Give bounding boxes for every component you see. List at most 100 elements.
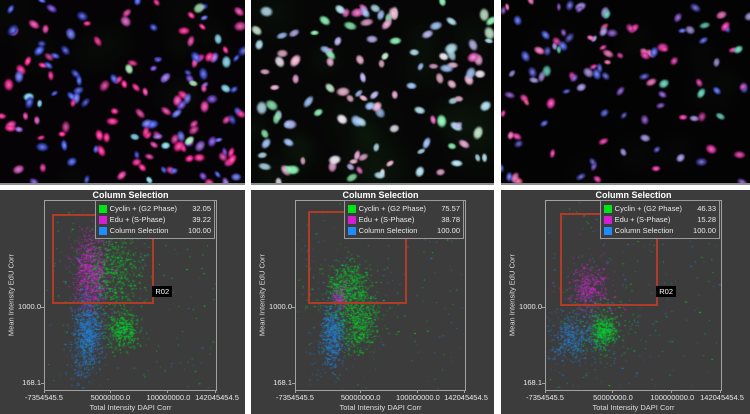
x-axis-ticks: -7354545.5 50000000.0 100000000.0 142045…: [526, 393, 744, 403]
x-tick-mark: [612, 390, 614, 393]
legend-swatch-icon: [603, 204, 612, 213]
gate-label: R02: [152, 285, 173, 297]
y-tick-mark: [542, 306, 545, 308]
cell-field-canvas: [501, 0, 750, 183]
y-axis-label: Mean Intensity EdU Corr: [507, 253, 517, 337]
y-tick-label: 1000.0: [18, 301, 41, 311]
x-tick-label: -7354545.5: [526, 393, 564, 402]
legend-item[interactable]: Cyclin + (G2 Phase) 32.05: [98, 203, 211, 214]
x-tick-label: 50000000.0: [90, 393, 131, 402]
legend-label: Cyclin + (G2 Phase): [358, 204, 426, 213]
legend-label: Cyclin + (G2 Phase): [109, 204, 177, 213]
legend-value: 39.22: [192, 215, 211, 224]
fluorescence-image-2[interactable]: [251, 0, 494, 185]
x-tick-label: -7354545.5: [25, 393, 63, 402]
x-tick-mark: [720, 390, 721, 393]
legend-label: Column Selection: [614, 226, 674, 235]
plot-title: Column Selection: [92, 190, 169, 200]
legend-value: 32.05: [192, 204, 211, 213]
gate-label: R02: [656, 285, 677, 297]
scatter-plot-panel-1: Column Selection Mean Intensity EdU Corr…: [0, 190, 245, 414]
legend-value: 38.78: [441, 215, 460, 224]
panel-2: Column Selection Mean Intensity EdU Corr…: [251, 0, 494, 414]
y-tick-mark: [41, 306, 44, 308]
x-tick-mark: [166, 390, 168, 393]
x-tick-label: 142045454.5: [700, 393, 744, 402]
scatter-plot-panel-2: Column Selection Mean Intensity EdU Corr…: [251, 190, 494, 414]
legend-label: Cyclin + (G2 Phase): [614, 204, 682, 213]
y-axis-label: Mean Intensity EdU Corr: [6, 253, 16, 337]
x-tick-mark: [109, 390, 111, 393]
x-tick-label: 50000000.0: [340, 393, 381, 402]
legend-value: 100.00: [188, 226, 211, 235]
scatter-plot-panel-3: Column Selection Mean Intensity EdU Corr…: [501, 190, 750, 414]
x-axis-label: Total Intensity DAPI Corr: [339, 403, 422, 412]
x-tick-mark: [416, 390, 418, 393]
plot-area[interactable]: R02 Cyclin + (G2 Phase) 32.05 Edu + (S-P…: [44, 200, 217, 391]
legend-swatch-icon: [98, 215, 107, 224]
cell-field-canvas: [251, 0, 494, 183]
x-axis-label: Total Intensity DAPI Corr: [89, 403, 172, 412]
fluorescence-image-1[interactable]: [0, 0, 245, 185]
x-axis-ticks: -7354545.5 50000000.0 100000000.0 142045…: [25, 393, 239, 403]
y-tick-label: 168.1: [22, 377, 41, 387]
y-tick-label: 168.1: [523, 377, 542, 387]
legend-label: Edu + (S-Phase): [614, 215, 671, 224]
y-axis-label: Mean Intensity EdU Corr: [257, 253, 267, 337]
plot-area[interactable]: Cyclin + (G2 Phase) 75.57 Edu + (S-Phase…: [295, 200, 466, 391]
legend-swatch-icon: [347, 226, 356, 235]
plot-legend: Cyclin + (G2 Phase) 32.05 Edu + (S-Phase…: [94, 200, 215, 239]
legend-label: Column Selection: [358, 226, 418, 235]
x-tick-mark: [215, 390, 216, 393]
y-tick-mark: [41, 382, 44, 384]
legend-item[interactable]: Cyclin + (G2 Phase) 75.57: [347, 203, 460, 214]
legend-item[interactable]: Edu + (S-Phase) 39.22: [98, 214, 211, 225]
y-tick-label: 1000.0: [519, 301, 542, 311]
x-tick-label: 142045454.5: [195, 393, 239, 402]
plot-area[interactable]: R02 Cyclin + (G2 Phase) 46.33 Edu + (S-P…: [545, 200, 722, 391]
x-tick-label: 100000000.0: [146, 393, 191, 402]
plot-legend: Cyclin + (G2 Phase) 75.57 Edu + (S-Phase…: [343, 200, 464, 239]
panel-3: Column Selection Mean Intensity EdU Corr…: [501, 0, 750, 414]
legend-item[interactable]: Edu + (S-Phase) 15.28: [603, 214, 716, 225]
legend-label: Edu + (S-Phase): [109, 215, 166, 224]
x-tick-mark: [464, 390, 465, 393]
y-tick-label: 1000.0: [269, 301, 292, 311]
x-tick-mark: [545, 390, 546, 393]
legend-label: Edu + (S-Phase): [358, 215, 415, 224]
legend-item[interactable]: Edu + (S-Phase) 38.78: [347, 214, 460, 225]
plot-legend: Cyclin + (G2 Phase) 46.33 Edu + (S-Phase…: [599, 200, 720, 239]
y-tick-label: 168.1: [273, 377, 292, 387]
legend-value: 100.00: [693, 226, 716, 235]
legend-swatch-icon: [347, 215, 356, 224]
x-tick-label: -7354545.5: [276, 393, 314, 402]
legend-swatch-icon: [98, 204, 107, 213]
x-tick-mark: [670, 390, 672, 393]
plot-title: Column Selection: [342, 190, 419, 200]
legend-value: 15.28: [697, 215, 716, 224]
legend-item[interactable]: Column Selection 100.00: [603, 225, 716, 236]
x-tick-label: 100000000.0: [650, 393, 695, 402]
panel-1: Column Selection Mean Intensity EdU Corr…: [0, 0, 245, 414]
y-tick-mark: [292, 306, 295, 308]
legend-item[interactable]: Column Selection 100.00: [98, 225, 211, 236]
legend-swatch-icon: [98, 226, 107, 235]
x-axis-label: Total Intensity DAPI Corr: [592, 403, 675, 412]
legend-swatch-icon: [603, 215, 612, 224]
fluorescence-image-3[interactable]: [501, 0, 750, 185]
x-tick-label: 100000000.0: [396, 393, 440, 402]
legend-item[interactable]: Column Selection 100.00: [347, 225, 460, 236]
x-tick-mark: [295, 390, 296, 393]
cell-field-canvas: [0, 0, 245, 183]
y-tick-mark: [542, 382, 545, 384]
legend-swatch-icon: [603, 226, 612, 235]
legend-swatch-icon: [347, 204, 356, 213]
x-tick-label: 50000000.0: [593, 393, 633, 402]
y-tick-mark: [292, 382, 295, 384]
x-tick-mark: [44, 390, 45, 393]
plot-title: Column Selection: [595, 190, 672, 200]
legend-value: 46.33: [697, 204, 716, 213]
x-axis-ticks: -7354545.5 50000000.0 100000000.0 142045…: [276, 393, 488, 403]
legend-value: 100.00: [437, 226, 460, 235]
legend-item[interactable]: Cyclin + (G2 Phase) 46.33: [603, 203, 716, 214]
